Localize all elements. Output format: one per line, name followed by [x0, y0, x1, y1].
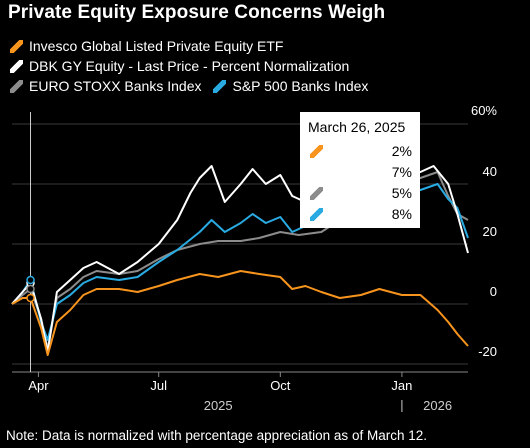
series-line	[11, 270, 469, 356]
year-label: 2025	[204, 398, 233, 413]
x-tick-label: Jul	[150, 378, 167, 393]
hover-dot	[26, 284, 35, 294]
y-tick-label: -20	[478, 344, 497, 359]
x-tick-label: Jan	[391, 378, 412, 393]
chart-title: Private Equity Exposure Concerns Weigh	[8, 2, 386, 23]
hover-tooltip: March 26, 2025 2% 7% 5% 8%	[300, 112, 420, 228]
tooltip-row-sp500: 8%	[300, 205, 420, 225]
legend-swatch-icon	[10, 39, 23, 53]
y-tick-label: 0	[490, 284, 497, 299]
legend: Invesco Global Listed Private Equity ETF…	[10, 36, 380, 96]
legend-swatch-icon	[10, 79, 23, 93]
tooltip-swatch-icon	[310, 166, 323, 179]
legend-label: EURO STOXX Banks Index	[29, 78, 202, 94]
x-tick-label: Oct	[270, 378, 291, 393]
tooltip-row-dbk: 7%	[300, 163, 420, 183]
legend-swatch-icon	[213, 79, 227, 93]
hover-dot	[26, 293, 35, 303]
footnote: Note: Data is normalized with percentage…	[6, 428, 427, 443]
legend-row-1: Invesco Global Listed Private Equity ETF	[10, 36, 380, 56]
legend-item-euro-stoxx: EURO STOXX Banks Index	[10, 76, 201, 96]
tooltip-value: 5%	[391, 185, 412, 201]
hover-dot	[26, 275, 35, 285]
legend-item-sp500: S&P 500 Banks Index	[213, 76, 368, 96]
legend-label: Invesco Global Listed Private Equity ETF	[29, 38, 284, 54]
legend-item-invesco: Invesco Global Listed Private Equity ETF	[10, 36, 283, 56]
legend-label: S&P 500 Banks Index	[232, 78, 369, 94]
x-tick-label: Apr	[28, 378, 49, 393]
legend-row-2: DBK GY Equity - Last Price - Percent Nor…	[10, 56, 380, 76]
legend-item-dbk: DBK GY Equity - Last Price - Percent Nor…	[10, 56, 349, 76]
tooltip-swatch-icon	[310, 145, 323, 158]
legend-label: DBK GY Equity - Last Price - Percent Nor…	[29, 58, 350, 74]
tooltip-swatch-icon	[310, 208, 323, 221]
tooltip-value: 2%	[391, 143, 412, 159]
year-label: 2026	[423, 398, 452, 413]
y-tick-label: 20	[483, 224, 497, 239]
y-tick-label: 40	[483, 164, 497, 179]
tooltip-row-invesco: 2%	[300, 142, 420, 162]
legend-row-3: EURO STOXX Banks Index S&P 500 Banks Ind…	[10, 76, 380, 96]
tooltip-row-euro-stoxx: 5%	[300, 184, 420, 204]
y-tick-label: 60%	[471, 103, 497, 118]
tooltip-swatch-icon	[310, 187, 323, 200]
tooltip-value: 8%	[391, 206, 412, 222]
legend-swatch-icon	[10, 59, 23, 73]
tooltip-value: 7%	[391, 164, 412, 180]
tooltip-date: March 26, 2025	[308, 119, 406, 135]
